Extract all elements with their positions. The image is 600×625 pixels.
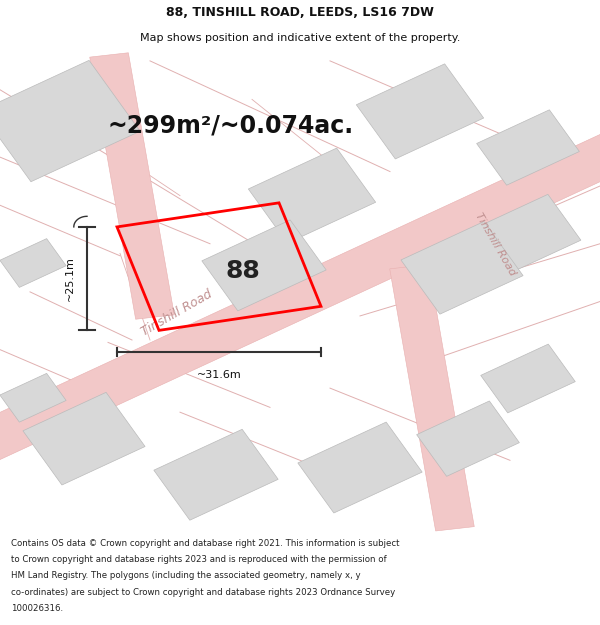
Polygon shape xyxy=(0,373,66,422)
Text: Tinshill Road: Tinshill Road xyxy=(139,288,215,339)
Text: Contains OS data © Crown copyright and database right 2021. This information is : Contains OS data © Crown copyright and d… xyxy=(11,539,400,548)
Polygon shape xyxy=(202,220,326,311)
Polygon shape xyxy=(481,344,575,413)
Polygon shape xyxy=(475,194,581,274)
Text: Tinshill Road: Tinshill Road xyxy=(473,211,517,277)
Polygon shape xyxy=(0,239,66,288)
Text: co-ordinates) are subject to Crown copyright and database rights 2023 Ordnance S: co-ordinates) are subject to Crown copyr… xyxy=(11,588,395,596)
Text: Map shows position and indicative extent of the property.: Map shows position and indicative extent… xyxy=(140,33,460,44)
Polygon shape xyxy=(476,110,580,185)
Polygon shape xyxy=(0,132,600,529)
Text: 88, TINSHILL ROAD, LEEDS, LS16 7DW: 88, TINSHILL ROAD, LEEDS, LS16 7DW xyxy=(166,6,434,19)
Text: to Crown copyright and database rights 2023 and is reproduced with the permissio: to Crown copyright and database rights 2… xyxy=(11,555,386,564)
Text: 100026316.: 100026316. xyxy=(11,604,63,612)
Text: HM Land Registry. The polygons (including the associated geometry, namely x, y: HM Land Registry. The polygons (includin… xyxy=(11,571,361,581)
Polygon shape xyxy=(23,392,145,485)
Polygon shape xyxy=(248,148,376,243)
Polygon shape xyxy=(90,52,174,319)
Text: ~31.6m: ~31.6m xyxy=(197,370,241,380)
Text: ~299m²/~0.074ac.: ~299m²/~0.074ac. xyxy=(108,114,354,138)
Text: ~25.1m: ~25.1m xyxy=(65,256,75,301)
Polygon shape xyxy=(401,221,523,314)
Polygon shape xyxy=(416,401,520,476)
Text: 88: 88 xyxy=(226,259,260,283)
Polygon shape xyxy=(390,264,474,531)
Polygon shape xyxy=(356,64,484,159)
Polygon shape xyxy=(154,429,278,520)
Polygon shape xyxy=(298,422,422,513)
Polygon shape xyxy=(0,61,140,182)
